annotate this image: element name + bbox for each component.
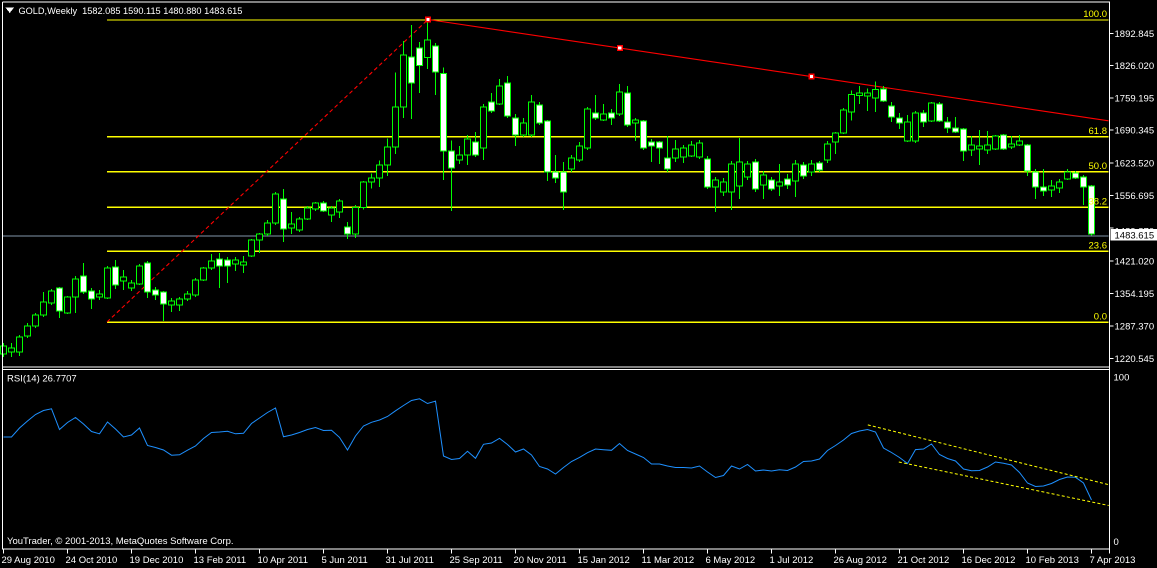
- svg-text:21 Oct 2012: 21 Oct 2012: [898, 555, 950, 566]
- svg-text:38.2: 38.2: [1089, 196, 1108, 207]
- svg-text:13 Feb 2011: 13 Feb 2011: [194, 555, 247, 566]
- svg-text:20 Nov 2011: 20 Nov 2011: [514, 555, 567, 566]
- svg-text:10 Apr 2011: 10 Apr 2011: [258, 555, 309, 566]
- svg-text:1759.195: 1759.195: [1115, 93, 1155, 104]
- svg-text:1287.370: 1287.370: [1115, 321, 1155, 332]
- svg-text:50.0: 50.0: [1089, 161, 1108, 172]
- svg-text:10 Feb 2013: 10 Feb 2013: [1026, 555, 1079, 566]
- svg-text:0: 0: [1114, 537, 1119, 548]
- svg-text:26 Aug 2012: 26 Aug 2012: [834, 555, 887, 566]
- svg-text:100.0: 100.0: [1083, 9, 1107, 20]
- svg-text:23.6: 23.6: [1089, 241, 1108, 252]
- svg-text:1556.695: 1556.695: [1115, 191, 1155, 202]
- svg-text:7 Apr 2013: 7 Apr 2013: [1090, 555, 1136, 566]
- svg-text:6 May 2012: 6 May 2012: [706, 555, 756, 566]
- svg-text:15 Jan 2012: 15 Jan 2012: [578, 555, 630, 566]
- svg-text:0.0: 0.0: [1094, 312, 1107, 323]
- svg-text:24 Oct 2010: 24 Oct 2010: [66, 555, 118, 566]
- svg-text:31 Jul 2011: 31 Jul 2011: [386, 555, 434, 566]
- svg-text:11 Mar 2012: 11 Mar 2012: [642, 555, 695, 566]
- svg-text:1 Jul 2012: 1 Jul 2012: [770, 555, 814, 566]
- svg-text:5 Jun 2011: 5 Jun 2011: [322, 555, 368, 566]
- svg-text:25 Sep 2011: 25 Sep 2011: [450, 555, 503, 566]
- svg-text:1483.615: 1483.615: [1115, 230, 1155, 241]
- svg-text:GOLD,Weekly 1582.085 1590.115: GOLD,Weekly 1582.085 1590.115 1480.880 1…: [19, 6, 243, 16]
- svg-text:19 Dec 2010: 19 Dec 2010: [130, 555, 184, 566]
- svg-text:1421.020: 1421.020: [1115, 256, 1155, 267]
- svg-text:1354.195: 1354.195: [1115, 289, 1155, 300]
- svg-text:29 Aug 2010: 29 Aug 2010: [2, 555, 55, 566]
- svg-text:YouTrader, © 2001-2013, MetaQu: YouTrader, © 2001-2013, MetaQuotes Softw…: [7, 536, 234, 547]
- svg-text:1826.020: 1826.020: [1115, 61, 1155, 72]
- svg-text:1892.845: 1892.845: [1115, 29, 1155, 40]
- svg-text:100: 100: [1114, 372, 1130, 383]
- svg-text:61.8: 61.8: [1089, 126, 1108, 137]
- svg-text:1690.345: 1690.345: [1115, 125, 1155, 136]
- svg-text:1220.545: 1220.545: [1115, 354, 1155, 365]
- svg-text:RSI(14) 26.7707: RSI(14) 26.7707: [7, 374, 77, 385]
- svg-text:16 Dec 2012: 16 Dec 2012: [962, 555, 1016, 566]
- svg-text:1623.520: 1623.520: [1115, 158, 1155, 169]
